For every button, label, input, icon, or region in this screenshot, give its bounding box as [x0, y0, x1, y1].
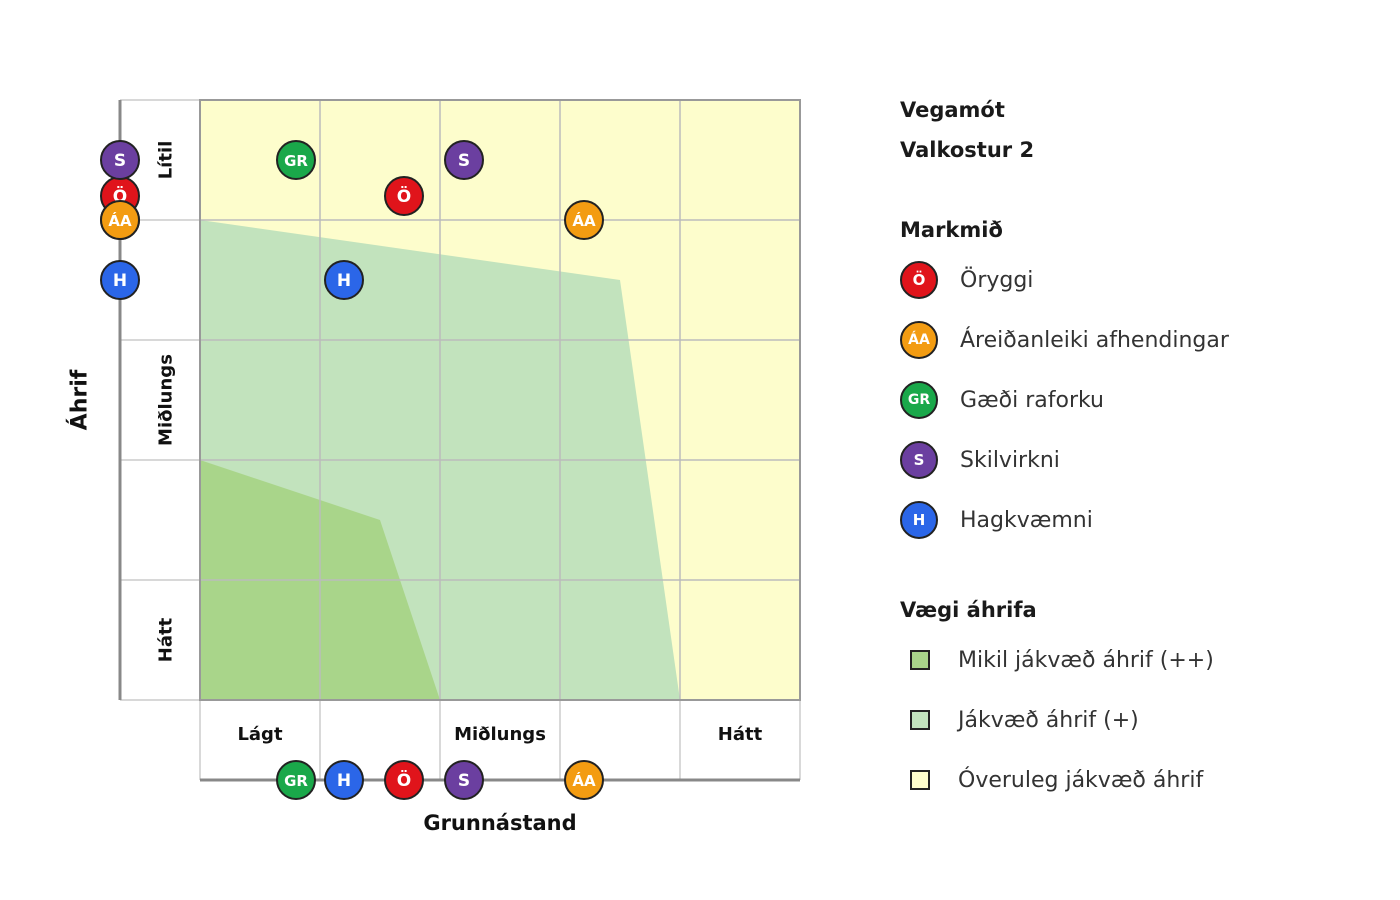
objective-badge-icon: Ö: [900, 261, 938, 299]
x-axis-marker-ö: Ö: [384, 760, 424, 800]
objective-label: Öryggi: [960, 267, 1034, 293]
y-tick-label: Lítil: [156, 141, 177, 180]
objective-badge-icon: GR: [900, 381, 938, 419]
x-axis-marker-h: H: [324, 760, 364, 800]
svg-text:Ö: Ö: [397, 185, 411, 207]
svg-text:ÁA: ÁA: [572, 771, 596, 790]
plot-border: [199, 99, 801, 701]
svg-text:S: S: [114, 151, 126, 171]
weight-label: Mikil jákvæð áhrif (++): [958, 647, 1214, 673]
weight-label: Jákvæð áhrif (+): [958, 707, 1139, 733]
objective-badge-icon: ÁA: [900, 321, 938, 359]
svg-text:S: S: [458, 151, 470, 171]
side-title-line2: Valkostur 2: [900, 138, 1035, 162]
y-axis-title: Áhrif: [67, 369, 93, 430]
weight-heading: Vægi áhrifa: [900, 598, 1037, 622]
x-axis-marker-gr: GR: [276, 760, 316, 800]
x-tick-label: Hátt: [718, 724, 763, 745]
objective-label: Gæði raforku: [960, 387, 1104, 413]
y-tick-label: Hátt: [156, 617, 177, 662]
objective-legend-item: Ö Öryggi: [900, 259, 1033, 301]
objective-legend-item: ÁA Áreiðanleiki afhendingar: [900, 319, 1229, 361]
data-point-áa: ÁA: [564, 200, 604, 240]
objectives-heading: Markmið: [900, 218, 1003, 242]
weight-legend-item: Óveruleg jákvæð áhrif: [900, 759, 1203, 801]
y-tick-label: Miðlungs: [156, 354, 177, 446]
x-axis-marker-áa: ÁA: [564, 760, 604, 800]
weight-swatch: [910, 770, 930, 790]
svg-text:ÁA: ÁA: [108, 211, 132, 230]
svg-text:H: H: [337, 771, 351, 791]
weight-legend-item: Mikil jákvæð áhrif (++): [900, 639, 1214, 681]
objective-badge-icon: S: [900, 441, 938, 479]
objective-label: Áreiðanleiki afhendingar: [960, 327, 1229, 353]
svg-text:Ö: Ö: [397, 769, 411, 791]
weight-swatch: [910, 710, 930, 730]
side-title-line1: Vegamót: [900, 98, 1005, 122]
svg-text:GR: GR: [284, 772, 308, 790]
y-axis-marker-aa-top: ÁA: [100, 200, 140, 240]
weight-swatch: [910, 650, 930, 670]
svg-text:H: H: [113, 271, 127, 291]
svg-text:S: S: [458, 771, 470, 791]
y-axis-marker-h: H: [100, 260, 140, 300]
data-point-s: S: [444, 140, 484, 180]
data-point-h: H: [324, 260, 364, 300]
data-point-gr: GR: [276, 140, 316, 180]
objective-legend-item: H Hagkvæmni: [900, 499, 1093, 541]
objective-legend-item: S Skilvirkni: [900, 439, 1060, 481]
y-axis-marker-s: S: [100, 140, 140, 180]
objective-label: Skilvirkni: [960, 447, 1060, 473]
x-tick-label: Lágt: [237, 724, 283, 745]
objective-legend-item: GR Gæði raforku: [900, 379, 1104, 421]
svg-text:ÁA: ÁA: [572, 211, 596, 230]
x-axis-title: Grunnástand: [423, 811, 576, 835]
weight-label: Óveruleg jákvæð áhrif: [958, 767, 1204, 793]
data-point-ö: Ö: [384, 176, 424, 216]
svg-text:GR: GR: [284, 152, 308, 170]
objective-label: Hagkvæmni: [960, 507, 1093, 533]
svg-text:H: H: [337, 271, 351, 291]
x-tick-label: Miðlungs: [454, 724, 546, 745]
weight-legend-item: Jákvæð áhrif (+): [900, 699, 1139, 741]
x-axis-marker-s: S: [444, 760, 484, 800]
objective-badge-icon: H: [900, 501, 938, 539]
impact-matrix-chart: Lítil Miðlungs Hátt Lágt Miðlungs Hátt Áhrif Gr…: [67, 99, 801, 835]
